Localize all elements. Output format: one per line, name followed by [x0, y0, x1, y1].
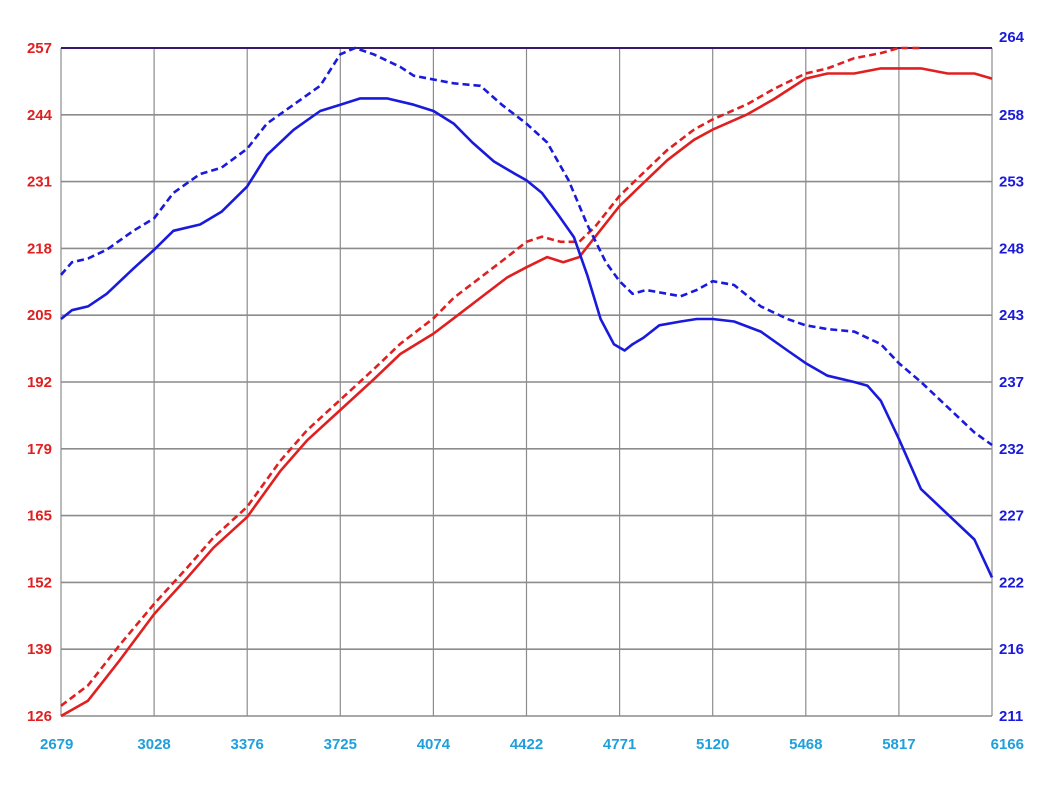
left-y-tick-label: 231 [27, 174, 52, 191]
left-y-tick-label: 192 [27, 374, 52, 391]
series-line-right-dashed [60, 46, 993, 447]
series-line-left-solid [60, 67, 993, 718]
x-tick-label: 6166 [991, 736, 1024, 753]
right-y-tick-label: 264 [999, 29, 1025, 46]
series-line-left-dashed [60, 46, 921, 707]
x-tick-label: 2679 [40, 736, 73, 753]
right-y-tick-label: 232 [999, 441, 1024, 458]
x-tick-label: 3376 [231, 736, 264, 753]
left-y-tick-label: 218 [27, 240, 52, 257]
right-y-tick-label: 248 [999, 240, 1024, 257]
right-y-tick-label: 253 [999, 174, 1024, 191]
right-y-tick-label: 258 [999, 107, 1024, 124]
left-y-tick-label: 257 [27, 40, 52, 57]
x-tick-label: 4422 [510, 736, 543, 753]
left-y-tick-label: 179 [27, 441, 52, 458]
series-lines [60, 46, 994, 718]
left-y-tick-label: 244 [27, 107, 53, 124]
right-y-tick-label: 227 [999, 508, 1024, 525]
x-tick-label: 3028 [137, 736, 170, 753]
left-y-tick-label: 139 [27, 641, 52, 658]
left-y-tick-label: 165 [27, 508, 52, 525]
x-tick-label: 3725 [324, 736, 357, 753]
x-tick-label: 5120 [696, 736, 729, 753]
left-y-tick-label: 205 [27, 307, 52, 324]
left-y-tick-label: 152 [27, 574, 52, 591]
right-y-tick-label: 243 [999, 307, 1024, 324]
x-tick-label: 5468 [789, 736, 822, 753]
tick-labels: 2679 3028 3376 3725 4074 4422 4771 5120 5468 5817… [27, 29, 1025, 753]
left-y-tick-label: 126 [27, 708, 52, 725]
right-y-tick-label: 222 [999, 574, 1024, 591]
right-y-tick-label: 237 [999, 374, 1024, 391]
x-tick-label: 5817 [882, 736, 915, 753]
right-y-tick-label: 211 [999, 708, 1023, 725]
right-y-tick-label: 216 [999, 641, 1024, 658]
grid [60, 47, 993, 717]
series-line-right-solid [60, 97, 994, 578]
x-tick-label: 4771 [603, 736, 636, 753]
x-tick-label: 4074 [417, 736, 451, 753]
